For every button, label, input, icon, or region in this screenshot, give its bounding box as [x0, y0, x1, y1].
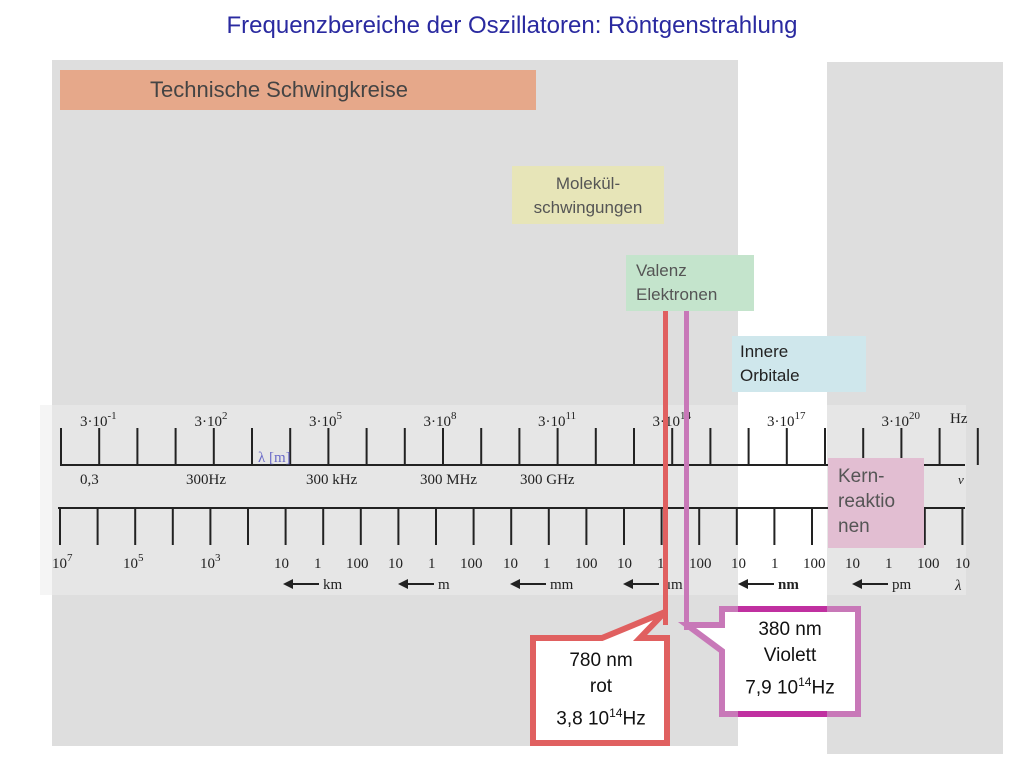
wl-unit-label: m — [438, 577, 450, 593]
wl-tick-label: 10 — [388, 556, 403, 572]
freq-tick-label: 3·10-1 — [80, 410, 117, 430]
violet-frequency: 7,9 1014Hz — [728, 669, 852, 701]
wl-unit-arrowhead — [398, 579, 408, 589]
wl-tick-label: 10 — [503, 556, 518, 572]
violet-freq-unit: Hz — [811, 677, 835, 699]
freq-tick-label: 3·105 — [309, 410, 343, 430]
freq-symbol: ν — [958, 472, 964, 487]
wl-unit-label: km — [323, 577, 343, 593]
wl-tick-label: 100 — [346, 556, 369, 572]
wl-unit-arrowhead — [852, 579, 862, 589]
frequency-labels: 3·10-13·1023·1053·1083·10113·10143·10173… — [80, 410, 921, 430]
violet-color-name: Violett — [763, 645, 817, 666]
inner-orbitals-box: Innere Orbitale — [732, 336, 866, 392]
freq-tick-label: 3·1011 — [538, 410, 576, 430]
wl-unit-arrowhead — [510, 579, 520, 589]
violet-accent-bottom — [738, 711, 827, 717]
red-color-name: rot — [589, 676, 613, 697]
wl-exponent-label: 107 — [52, 552, 73, 572]
wavelength-units: km m mm μm nm pm — [283, 577, 912, 593]
orbitals-line-2: Orbitale — [740, 366, 800, 385]
wl-tick-label: 1 — [543, 556, 551, 572]
wl-exponent-label: 103 — [200, 552, 221, 572]
technical-oscillators-box: Technische Schwingkreise — [60, 70, 536, 110]
wl-tick-label: 1 — [771, 556, 779, 572]
wl-tick-label: 100 — [460, 556, 483, 572]
freq-tick-label: 3·102 — [195, 410, 228, 430]
freq-name-label: 0,3 — [80, 472, 99, 488]
wl-tick-label: 100 — [917, 556, 940, 572]
wl-unit-arrowhead — [738, 579, 748, 589]
wl-unit-arrowhead — [283, 579, 293, 589]
violet-marker-line — [684, 305, 689, 630]
violet-freq-mantissa: 7,9 10 — [745, 677, 799, 699]
freq-name-label: 300 MHz — [420, 472, 477, 488]
kern-line-1: Kern- — [838, 466, 885, 487]
wavelength-labels: 107 105 103 10 1 100 10 1 100 10 1 100 10 1 100 10 1 100 1… — [52, 552, 970, 572]
violet-accent-top — [738, 606, 827, 612]
violet-wavelength: 380 nm — [758, 619, 822, 640]
wl-unit-arrowhead — [623, 579, 633, 589]
wl-tick-label: 1 — [428, 556, 436, 572]
wl-tick-label: 10 — [845, 556, 860, 572]
page-title: Frequenzbereiche der Oszillatoren: Röntg… — [226, 12, 798, 39]
freq-name-label: 300Hz — [186, 472, 226, 488]
red-callout: 780 nm rot 3,8 1014Hz — [540, 648, 662, 732]
red-wavelength: 780 nm — [569, 650, 633, 671]
molecular-line-2: schwingungen — [533, 198, 643, 217]
violet-freq-exp: 14 — [798, 675, 812, 689]
wl-unit-label: pm — [892, 577, 912, 593]
kern-line-2: reaktio — [838, 491, 896, 512]
xray-window — [738, 405, 827, 595]
molecular-vibrations-box: Molekül- schwingungen — [512, 166, 664, 224]
wl-unit-label: μm — [663, 577, 683, 593]
wl-unit-label: nm — [778, 577, 799, 593]
freq-unit-label: Hz — [950, 411, 968, 427]
red-marker-line — [663, 305, 668, 625]
frequency-names: 0,3 300Hz 300 kHz 300 MHz 300 GHz — [80, 472, 575, 488]
wl-tick-label: 100 — [803, 556, 826, 572]
wl-exponent-label: 105 — [123, 552, 144, 572]
wl-tick-label: 100 — [575, 556, 598, 572]
violet-callout: 380 nm Violett 7,9 1014Hz — [728, 617, 852, 701]
wl-tick-label: 1 — [657, 556, 665, 572]
red-freq-unit: Hz — [622, 708, 646, 730]
lambda-axis-label: λ [m] — [258, 450, 291, 466]
wl-tick-label: 10 — [617, 556, 632, 572]
nuclear-reactions-box: Kern- reaktio nen — [828, 458, 924, 548]
red-callout-frame — [530, 609, 670, 746]
freq-tick-label: 3·108 — [424, 410, 458, 430]
wl-unit-label: mm — [550, 577, 574, 593]
orbitals-line-1: Innere — [740, 342, 789, 361]
freq-name-label: 300 GHz — [520, 472, 575, 488]
kern-line-3: nen — [838, 516, 870, 537]
wl-symbol: λ — [954, 578, 962, 594]
red-freq-exp: 14 — [609, 706, 623, 720]
wl-tick-label: 10 — [955, 556, 970, 572]
valence-electrons-box: Valenz Elektronen — [626, 255, 754, 311]
molecular-line-1: Molekül- — [555, 174, 621, 193]
freq-name-label: 300 kHz — [306, 472, 358, 488]
violet-callout-frame — [677, 606, 861, 717]
wl-tick-label: 10 — [274, 556, 289, 572]
wl-tick-label: 1 — [314, 556, 322, 572]
valence-line-2: Elektronen — [636, 285, 718, 304]
valence-line-1: Valenz — [636, 261, 687, 280]
red-frequency: 3,8 1014Hz — [540, 700, 662, 732]
wl-tick-label: 10 — [731, 556, 746, 572]
red-freq-mantissa: 3,8 10 — [556, 708, 610, 730]
freq-tick-label: 3·1017 — [767, 410, 806, 430]
freq-tick-label: 3·1020 — [882, 410, 921, 430]
wl-tick-label: 1 — [885, 556, 893, 572]
wl-tick-label: 100 — [689, 556, 712, 572]
